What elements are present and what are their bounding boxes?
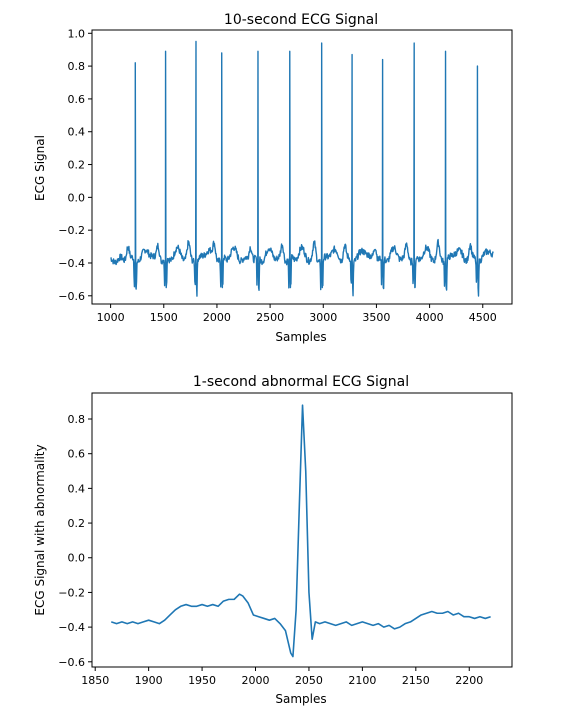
y-tick-label: 0.2 (68, 159, 86, 172)
x-tick-label: 4000 (416, 311, 444, 324)
x-tick-label: 1850 (81, 674, 109, 687)
x-tick-label: 2100 (348, 674, 376, 687)
y-tick-label: −0.6 (58, 656, 85, 669)
chart-2-plot-frame (91, 392, 513, 668)
chart-1-second-abnormal: 1-second abnormal ECG Signal Samples ECG… (33, 374, 513, 706)
chart-2-title: 1-second abnormal ECG Signal (193, 374, 409, 390)
x-tick-label: 1900 (135, 674, 163, 687)
x-tick-label: 2200 (455, 674, 483, 687)
y-tick-label: −0.4 (58, 257, 85, 270)
x-tick-label: 2050 (295, 674, 323, 687)
x-tick-label: 2000 (203, 311, 231, 324)
x-tick-label: 1000 (97, 311, 125, 324)
y-tick-label: 0.4 (68, 126, 86, 139)
y-tick-label: −0.2 (58, 586, 85, 599)
y-tick-label: −0.4 (58, 621, 85, 634)
x-tick-label: 1950 (188, 674, 216, 687)
y-tick-label: 0.8 (68, 413, 86, 426)
y-tick-label: 1.0 (68, 27, 86, 40)
x-tick-label: 2150 (402, 674, 430, 687)
y-tick-label: 0.0 (68, 552, 86, 565)
x-tick-label: 3500 (362, 311, 390, 324)
y-tick-label: −0.6 (58, 290, 85, 303)
y-tick-label: 0.4 (68, 482, 86, 495)
y-tick-label: 0.2 (68, 517, 86, 530)
x-tick-label: 4500 (469, 311, 497, 324)
chart-1-plot-frame (91, 29, 513, 305)
chart-1-title: 10-second ECG Signal (224, 12, 378, 28)
x-tick-label: 3000 (309, 311, 337, 324)
y-tick-label: 0.6 (68, 448, 86, 461)
chart-10-second: 10-second ECG Signal Samples ECG Signal … (33, 12, 513, 344)
chart-2-xlabel: Samples (275, 692, 326, 706)
chart-2-ylabel: ECG Signal with abnormality (33, 444, 47, 615)
chart-2-series-line (110, 404, 491, 658)
y-tick-label: 0.6 (68, 93, 86, 106)
x-tick-label: 1500 (150, 311, 178, 324)
y-tick-label: −0.2 (58, 224, 85, 237)
chart-1-series-line (110, 40, 494, 297)
chart-1-ticks: 1000 1500 2000 2500 3000 3500 4000 4500 −0.6 −0.4… (58, 27, 496, 324)
chart-1-ylabel: ECG Signal (33, 135, 47, 201)
y-tick-label: 0.0 (68, 191, 86, 204)
x-tick-label: 2500 (256, 311, 284, 324)
y-tick-label: 0.8 (68, 60, 86, 73)
x-tick-label: 2000 (242, 674, 270, 687)
chart-1-xlabel: Samples (275, 330, 326, 344)
chart-2-ticks: 1850 1900 1950 2000 2050 2100 2150 2200 −0.6 −0.4… (58, 413, 483, 687)
